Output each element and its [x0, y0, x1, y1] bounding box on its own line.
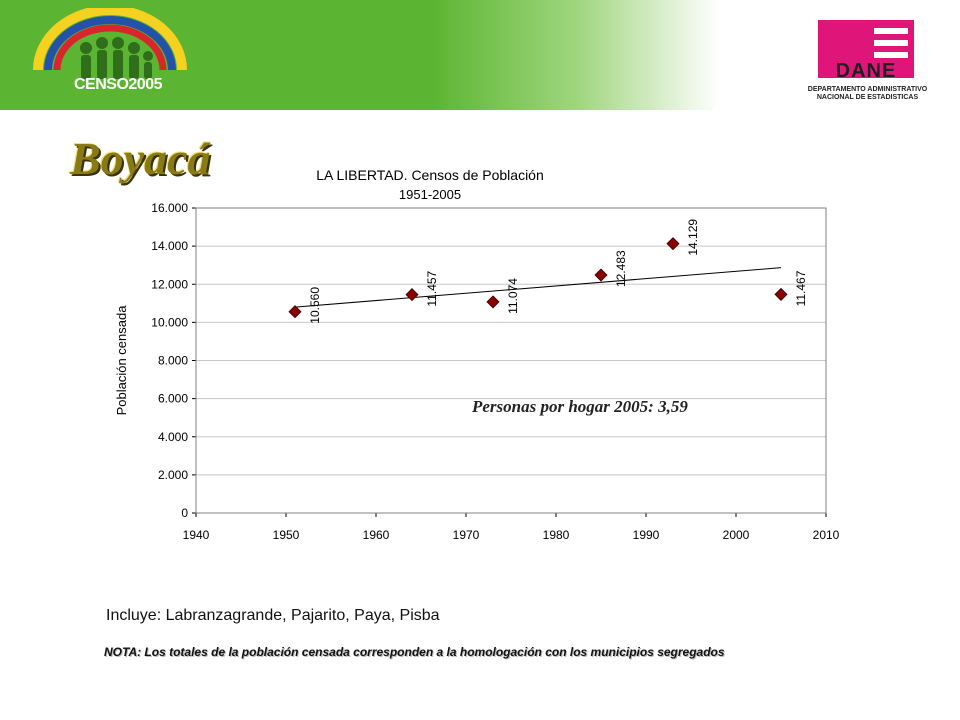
- footnote: Incluye: Labranzagrande, Pajarito, Paya,…: [106, 607, 440, 624]
- data-point: [666, 237, 680, 251]
- y-axis-label: Población censada: [114, 305, 129, 416]
- y-tick-label: 12.000: [151, 277, 188, 291]
- data-point: [405, 288, 419, 302]
- x-tick-label: 1960: [363, 528, 390, 542]
- x-tick-label: 1980: [543, 528, 570, 542]
- data-point: [594, 268, 608, 282]
- dane-logo: [818, 20, 914, 78]
- y-tick-label: 14.000: [151, 239, 188, 253]
- data-label: 14.129: [686, 219, 700, 256]
- annotation-text: Personas por hogar 2005: 3,59: [471, 397, 688, 416]
- region-title: Boyacá: [70, 133, 211, 184]
- note: NOTA: Los totales de la población censad…: [104, 645, 725, 659]
- data-label: 10.560: [308, 287, 322, 324]
- data-point: [774, 287, 788, 301]
- population-chart: LA LIBERTAD. Censos de Población 1951-200…: [114, 167, 840, 542]
- x-tick-label: 1970: [453, 528, 480, 542]
- y-tick-label: 6.000: [158, 392, 188, 406]
- x-tick-label: 2000: [723, 528, 750, 542]
- x-tick-label: 1950: [273, 528, 300, 542]
- header-banner: CENSO2005 DANE DEPARTAMENTO ADMINISTRATI…: [0, 0, 960, 110]
- y-tick-label: 10.000: [151, 315, 188, 329]
- data-point: [288, 305, 302, 319]
- data-label: 12.483: [614, 250, 628, 287]
- y-tick-label: 0: [181, 506, 188, 520]
- y-tick-label: 8.000: [158, 354, 188, 368]
- y-tick-label: 2.000: [158, 468, 188, 482]
- data-label: 11.074: [506, 278, 520, 314]
- y-tick-label: 4.000: [158, 430, 188, 444]
- dane-subtitle: DEPARTAMENTO ADMINISTRATIVO NACIONAL DE …: [790, 86, 945, 102]
- data-label: 11.467: [794, 270, 808, 306]
- dane-name: DANE: [835, 60, 897, 82]
- data-point: [486, 295, 500, 309]
- y-tick-label: 16.000: [151, 201, 188, 215]
- dane-subtitle-line2: NACIONAL DE ESTADISTICAS: [816, 94, 919, 101]
- chart-subtitle: 1951-2005: [399, 187, 461, 202]
- x-tick-label: 1940: [183, 528, 210, 542]
- x-tick-label: 2010: [813, 528, 840, 542]
- data-label: 11.457: [425, 270, 439, 306]
- dane-subtitle-line1: DEPARTAMENTO ADMINISTRATIVO: [807, 86, 928, 93]
- censo-2005-logo: [33, 8, 187, 79]
- plot-area-border: [195, 207, 827, 514]
- censo-logo-text: CENSO2005: [74, 76, 163, 93]
- trendline: [294, 267, 782, 308]
- x-tick-label: 1990: [633, 528, 660, 542]
- chart-title: LA LIBERTAD. Censos de Población: [316, 167, 544, 183]
